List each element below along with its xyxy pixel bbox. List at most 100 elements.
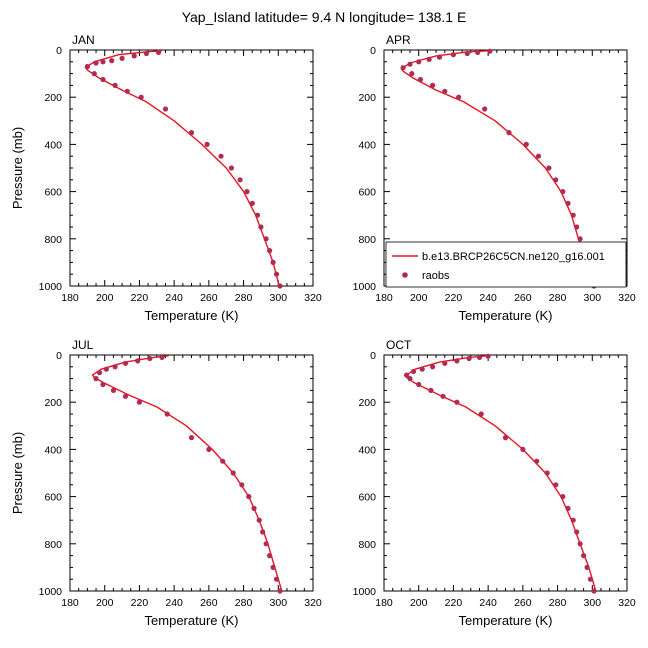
raobs-point (407, 376, 413, 382)
raobs-point (485, 353, 491, 359)
raobs-point (535, 153, 542, 159)
y-tick-label: 800 (358, 234, 376, 246)
raobs-point (135, 358, 141, 364)
y-tick-label: 800 (44, 539, 62, 551)
raobs-point (482, 106, 488, 112)
raobs-point (263, 236, 269, 242)
raobs-point (159, 354, 165, 360)
raobs-point (119, 55, 125, 61)
raobs-point (442, 88, 448, 94)
chart-panel-oct: 180 200 220 240 260 280 300 320 0 200 400 600 800 100… (353, 338, 636, 628)
raobs-point (143, 50, 149, 57)
y-tick-label: 1000 (39, 281, 63, 293)
raobs-point (591, 588, 597, 594)
y-tick-label: 200 (44, 397, 62, 409)
raobs-point (553, 177, 559, 183)
raobs-point (228, 165, 234, 171)
raobs-point (417, 76, 423, 83)
raobs-point (246, 494, 252, 500)
raobs-point (147, 355, 153, 362)
x-tick-label: 300 (584, 597, 602, 609)
raobs-point (581, 553, 587, 559)
raobs-point (96, 370, 103, 376)
x-tick-label: 240 (479, 292, 497, 304)
raobs-point (204, 141, 210, 147)
y-tick-label: 400 (358, 139, 376, 151)
raobs-point (239, 482, 245, 488)
raobs-point (244, 189, 250, 195)
y-tick-label: 400 (44, 139, 62, 151)
raobs-point (565, 200, 571, 206)
raobs-point (565, 505, 571, 511)
raobs-point (440, 393, 446, 399)
y-tick-label: 200 (358, 92, 376, 104)
raobs-point (476, 354, 483, 360)
y-axis-label: Pressure (mb) (10, 432, 25, 514)
raobs-point (534, 458, 540, 464)
raobs-point (251, 505, 257, 511)
x-tick-label: 180 (375, 292, 393, 304)
raobs-point (506, 130, 512, 136)
raobs-point (456, 94, 462, 100)
raobs-point (426, 56, 432, 63)
chart-panel-jul: 180 200 220 240 260 280 300 320 0 200 400 600 800 100… (10, 338, 322, 628)
y-tick-label: 600 (44, 492, 62, 504)
model-line (91, 355, 283, 592)
raobs-point (258, 224, 264, 230)
raobs-point (430, 364, 436, 370)
x-tick-label: 180 (61, 292, 79, 304)
model-line (405, 355, 597, 592)
raobs-point (273, 271, 280, 277)
raobs-point (100, 76, 106, 83)
raobs-point (587, 576, 594, 582)
raobs-point (416, 381, 422, 388)
y-tick-label: 200 (358, 397, 376, 409)
raobs-point (138, 94, 144, 100)
x-tick-label: 200 (96, 292, 114, 304)
x-axis-label: Temperature (K) (145, 613, 239, 628)
raobs-point (260, 529, 266, 535)
x-tick-label: 280 (235, 292, 253, 304)
x-tick-label: 180 (375, 597, 393, 609)
raobs-point (454, 358, 460, 364)
raobs-point (430, 82, 436, 88)
y-tick-label: 0 (56, 45, 62, 57)
y-tick-label: 1000 (39, 586, 63, 598)
x-axis-label: Temperature (K) (459, 308, 553, 323)
raobs-point (93, 60, 99, 66)
raobs-point (277, 588, 283, 594)
raobs-point (436, 54, 443, 60)
x-tick-label: 200 (410, 597, 428, 609)
x-tick-label: 300 (584, 292, 602, 304)
raobs-point (263, 541, 269, 547)
x-tick-label: 320 (618, 597, 636, 609)
x-axis-label: Temperature (K) (145, 308, 239, 323)
raobs-point (570, 517, 576, 523)
legend-model-label: b.e13.BRCP26C5CN.ne120_g16.001 (422, 251, 605, 263)
raobs-point (574, 224, 580, 230)
raobs-point (131, 53, 137, 59)
y-tick-label: 1000 (353, 281, 377, 293)
raobs-point (404, 372, 410, 378)
x-tick-label: 320 (304, 597, 322, 609)
y-tick-label: 200 (44, 92, 62, 104)
plot-frame (383, 354, 628, 592)
raobs-point (584, 564, 590, 571)
raobs-point (122, 393, 129, 399)
raobs-point (273, 576, 280, 582)
y-tick-label: 600 (358, 492, 376, 504)
raobs-point (546, 165, 552, 171)
chart-panel-apr: 180 200 220 240 260 280 300 320 0 200 400 600 800 100… (353, 33, 636, 323)
x-tick-label: 220 (445, 292, 463, 304)
raobs-point (84, 63, 90, 70)
raobs-point (442, 360, 448, 366)
raobs-point (93, 376, 99, 382)
raobs-point (475, 49, 481, 56)
x-tick-label: 260 (200, 292, 218, 304)
raobs-point (230, 470, 236, 476)
x-tick-label: 180 (61, 597, 79, 609)
raobs-point (570, 212, 576, 218)
raobs-point (553, 482, 559, 488)
